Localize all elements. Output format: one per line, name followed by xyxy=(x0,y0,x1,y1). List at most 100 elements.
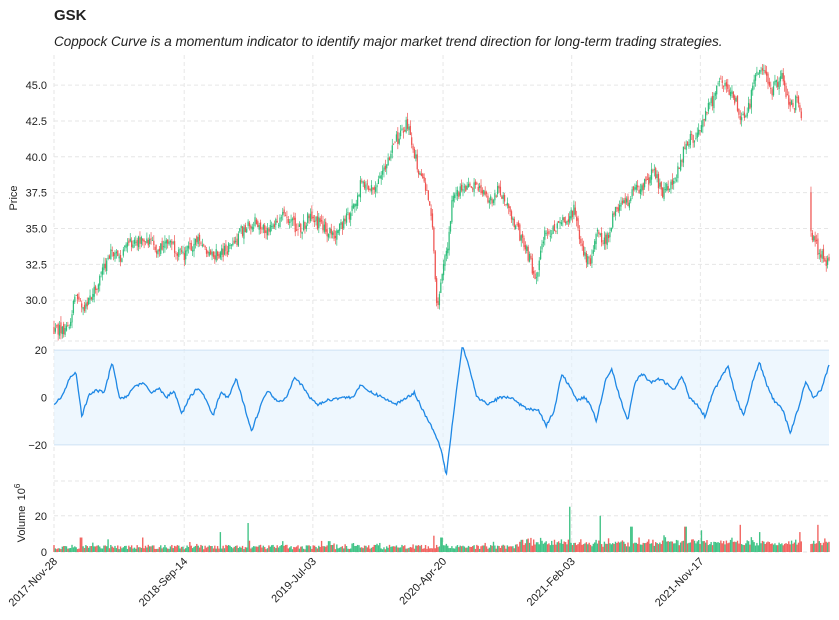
volume-bar xyxy=(451,546,453,552)
volume-bar xyxy=(108,548,111,552)
volume-bar xyxy=(793,542,796,552)
candle-body xyxy=(614,207,617,216)
candle-body xyxy=(362,181,364,184)
candle-body xyxy=(594,241,596,250)
volume-bar xyxy=(617,541,619,552)
candle-body xyxy=(232,243,234,246)
candle-body xyxy=(760,70,762,72)
volume-bar xyxy=(215,548,217,552)
volume-bar xyxy=(121,548,123,552)
volume-bar xyxy=(477,545,479,552)
candle-body xyxy=(111,249,113,251)
candle-body xyxy=(602,242,604,244)
volume-bar xyxy=(326,545,328,552)
candle-body xyxy=(727,84,729,89)
candle-body xyxy=(76,294,79,300)
candle-body xyxy=(132,244,134,249)
volume-bar xyxy=(323,546,326,552)
candle-body xyxy=(619,204,621,211)
volume-bar xyxy=(686,543,689,552)
candle-body xyxy=(144,241,147,243)
volume-bar xyxy=(520,539,522,552)
candle-body xyxy=(388,157,391,161)
volume-bar xyxy=(456,545,459,552)
candle-body xyxy=(735,98,737,102)
volume-bar xyxy=(551,540,553,552)
volume-bar xyxy=(293,546,295,552)
x-tick-label: 2020-Apr-20 xyxy=(397,556,449,608)
volume-bar xyxy=(300,546,302,552)
candle-body xyxy=(688,144,690,147)
candle-body xyxy=(506,202,508,206)
candle-body xyxy=(233,240,235,244)
volume-bar xyxy=(516,544,518,552)
candle-body xyxy=(150,238,152,240)
volume-bar xyxy=(164,544,166,552)
volume-bar xyxy=(155,548,158,552)
candle-body xyxy=(63,323,65,335)
candle-body xyxy=(513,218,515,227)
volume-bar xyxy=(69,547,72,552)
volume-bar xyxy=(130,545,133,552)
candle-body xyxy=(165,240,167,244)
candle-body xyxy=(479,185,481,189)
volume-bar xyxy=(505,548,507,552)
volume-bar xyxy=(575,545,578,552)
volume-bar xyxy=(657,544,660,552)
x-tick-label: 2021-Nov-17 xyxy=(653,556,706,609)
candle-body xyxy=(131,240,133,247)
candle-body xyxy=(645,176,647,182)
volume-bar xyxy=(528,542,531,552)
volume-bar xyxy=(282,541,284,552)
candle-body xyxy=(157,250,159,255)
volume-bar xyxy=(674,543,676,552)
volume-bar xyxy=(169,546,172,552)
volume-bar xyxy=(634,542,636,552)
candle-body xyxy=(427,190,429,200)
candle-body xyxy=(530,255,532,259)
candle-body xyxy=(201,244,203,247)
volume-bar xyxy=(487,548,489,552)
candle-body xyxy=(795,95,797,111)
candle-body xyxy=(56,325,58,327)
volume-bar xyxy=(126,548,129,552)
indicator-tick-label: −20 xyxy=(28,440,47,452)
volume-bar xyxy=(284,544,287,552)
volume-bar xyxy=(465,547,467,552)
volume-bar xyxy=(365,545,367,552)
candle-body xyxy=(268,228,270,232)
candle-body xyxy=(686,141,689,146)
candle-body xyxy=(774,80,776,85)
volume-bar xyxy=(334,549,337,552)
volume-bar xyxy=(630,526,632,552)
candle-body xyxy=(757,73,759,75)
volume-bar xyxy=(641,544,643,552)
volume-bar xyxy=(598,540,600,552)
volume-bar xyxy=(473,545,475,552)
volume-bar xyxy=(492,541,495,552)
volume-bar xyxy=(376,543,378,552)
candle-body xyxy=(620,202,622,207)
candle-body xyxy=(770,87,772,89)
volume-bar xyxy=(460,546,463,552)
candle-body xyxy=(503,194,506,202)
volume-bar xyxy=(359,547,362,552)
volume-bar xyxy=(499,547,502,552)
candle-body xyxy=(347,211,349,213)
candle-body xyxy=(172,242,174,244)
candle-body xyxy=(463,186,465,188)
candle-body xyxy=(314,220,316,223)
volume-bar xyxy=(600,544,603,552)
volume-bar xyxy=(81,537,83,552)
candle-body xyxy=(250,225,252,229)
candle-body xyxy=(323,224,325,232)
candle-body xyxy=(501,196,503,199)
candle-body xyxy=(168,241,170,245)
volume-bar xyxy=(685,526,687,552)
candle-body xyxy=(86,301,88,307)
volume-bar xyxy=(728,542,730,552)
volume-bars xyxy=(53,506,830,552)
x-tick-label: 2021-Feb-03 xyxy=(525,556,578,609)
candle-body xyxy=(825,260,827,266)
volume-bar xyxy=(681,541,683,552)
